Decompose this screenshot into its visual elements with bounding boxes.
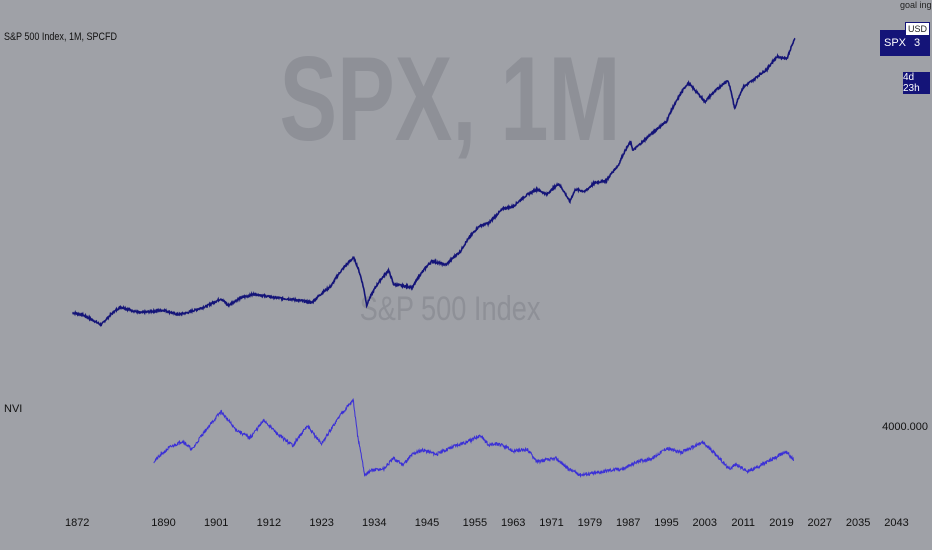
indicator-label: NVI <box>4 403 22 415</box>
nvi-series-layer <box>153 397 794 479</box>
x-tick-label: 1872 <box>65 517 89 529</box>
x-tick-label: 2003 <box>693 517 717 529</box>
symbol-badge-label: SPX <box>884 37 907 49</box>
x-tick-label: 2027 <box>808 517 832 529</box>
x-tick-label: 1995 <box>654 517 678 529</box>
x-tick-label: 1901 <box>204 517 228 529</box>
watermark: SPX, 1M S&P 500 Index <box>280 32 621 328</box>
countdown-badge: 4d 23h <box>903 72 930 94</box>
x-tick-label: 1979 <box>578 517 602 529</box>
x-tick-label: 2043 <box>884 517 908 529</box>
x-tick-label: 1890 <box>151 517 175 529</box>
nvi-scale-label: 4000.000 <box>882 421 928 433</box>
symbol-badge-suffix: 3 <box>914 37 921 49</box>
chart-header-title: S&P 500 Index, 1M, SPCFD <box>4 31 117 43</box>
x-tick-label: 1945 <box>415 517 439 529</box>
x-tick-label: 1971 <box>539 517 563 529</box>
x-tick-label: 1923 <box>309 517 333 529</box>
x-tick-label: 1987 <box>616 517 640 529</box>
x-tick-label: 1955 <box>463 517 487 529</box>
price-series-line <box>72 37 796 327</box>
watermark-description: S&P 500 Index <box>360 289 541 328</box>
price-series-layer <box>72 37 796 327</box>
currency-tag[interactable]: USD <box>905 22 931 36</box>
x-tick-label: 2019 <box>769 517 793 529</box>
x-tick-label: 1934 <box>362 517 386 529</box>
watermark-symbol: SPX, 1M <box>280 32 621 166</box>
x-tick-label: 2011 <box>731 517 755 529</box>
price-scale-top-text: goal ing <box>900 0 932 10</box>
x-tick-label: 1912 <box>257 517 281 529</box>
time-axis: 1872 1890 1901 1912 1923 1934 1945 1955 1963 1971… <box>65 517 909 529</box>
nvi-series-line <box>153 397 794 479</box>
x-tick-label: 1963 <box>501 517 525 529</box>
x-tick-label: 2035 <box>846 517 870 529</box>
